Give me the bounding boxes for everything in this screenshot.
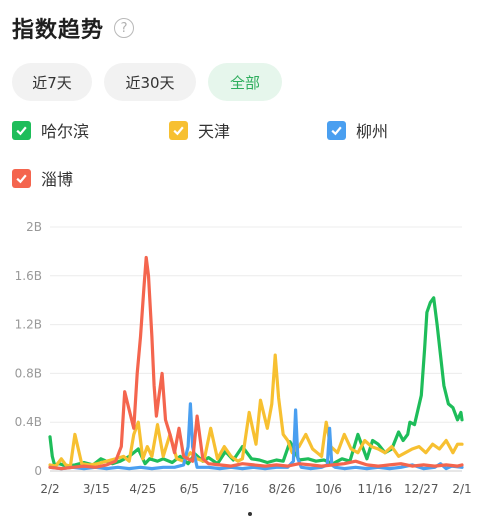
- x-tick-label: 6/5: [180, 482, 199, 496]
- tab-all[interactable]: 全部: [208, 63, 282, 101]
- x-tick-label: 7/16: [222, 482, 249, 496]
- x-tick-label: 8/26: [269, 482, 296, 496]
- tab-30-days[interactable]: 近30天: [104, 63, 196, 101]
- x-tick-label: 11/16: [358, 482, 393, 496]
- x-tick-label: 10/6: [315, 482, 342, 496]
- legend-item-harbin[interactable]: 哈尔滨: [12, 118, 89, 142]
- x-tick-label: 2/2: [40, 482, 59, 496]
- y-tick-label: 0.4B: [15, 415, 42, 429]
- page-title: 指数趋势: [12, 18, 105, 43]
- title-row: 指数趋势 ?: [12, 10, 135, 46]
- y-tick-label: 0.8B: [15, 366, 42, 380]
- legend-label: 柳州: [356, 122, 389, 141]
- series-line-3: [48, 402, 464, 471]
- page-indicator-dot: [248, 512, 252, 516]
- x-tick-label: 12/27: [404, 482, 439, 496]
- legend-label: 哈尔滨: [41, 122, 90, 141]
- trend-chart: 0 0.4B 0.8B 1.2B 1.6B 2B 2/2 3/15 4/25 6/5 7/16 8/2…: [15, 220, 472, 496]
- x-tick-label: 2/1: [452, 482, 471, 496]
- legend-label: 天津: [198, 122, 231, 141]
- y-tick-label: 0: [34, 464, 42, 478]
- legend-item-tianjin[interactable]: 天津: [169, 118, 230, 142]
- legend-item-zibo[interactable]: 淄博: [12, 166, 73, 190]
- x-tick-label: 3/15: [83, 482, 110, 496]
- y-tick-label: 1.6B: [15, 269, 42, 283]
- help-icon[interactable]: ?: [114, 18, 135, 38]
- checkbox-checked-icon[interactable]: [12, 168, 31, 188]
- tab-7-days[interactable]: 近7天: [12, 63, 92, 101]
- legend-label: 淄博: [41, 170, 74, 189]
- series-line-4: [48, 255, 464, 471]
- checkbox-checked-icon[interactable]: [327, 120, 346, 140]
- checkbox-checked-icon[interactable]: [169, 120, 188, 140]
- time-range-tabs: 近7天 近30天 全部: [12, 63, 294, 101]
- legend-item-liuzhou[interactable]: 柳州: [327, 118, 388, 142]
- y-tick-label: 1.2B: [15, 318, 42, 332]
- y-tick-label: 2B: [26, 220, 42, 234]
- checkbox-checked-icon[interactable]: [12, 120, 31, 140]
- series-line-2: [48, 353, 464, 468]
- x-tick-label: 4/25: [129, 482, 156, 496]
